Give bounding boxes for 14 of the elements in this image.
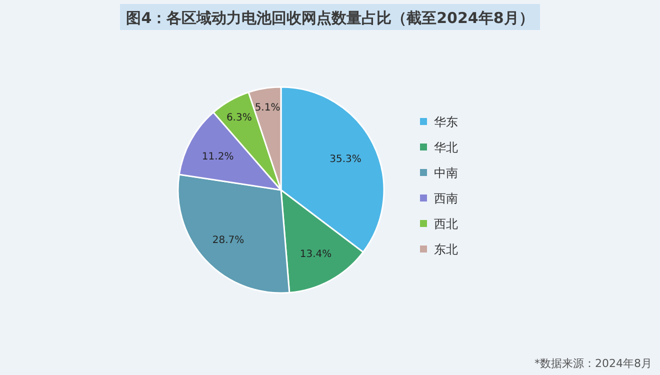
legend-label: 西南 xyxy=(434,192,458,206)
legend-label: 华东 xyxy=(434,115,458,129)
data-label: 11.2% xyxy=(202,151,234,162)
data-label: 6.3% xyxy=(226,112,252,124)
legend-label: 中南 xyxy=(434,166,458,180)
data-label: 5.1% xyxy=(254,102,280,114)
text: *数据来源：2024年8月 xyxy=(534,357,652,370)
data-label: 28.7% xyxy=(212,235,244,246)
data-label: 13.4% xyxy=(300,249,332,260)
legend-label: 东北 xyxy=(434,242,458,256)
chart-title: 图4：各区域动力电池回收网点数量占比（截至2024年8月） xyxy=(126,9,534,27)
data-label: 35.3% xyxy=(330,154,362,165)
legend-label: 华北 xyxy=(434,140,458,154)
legend-label: 西北 xyxy=(434,217,458,231)
